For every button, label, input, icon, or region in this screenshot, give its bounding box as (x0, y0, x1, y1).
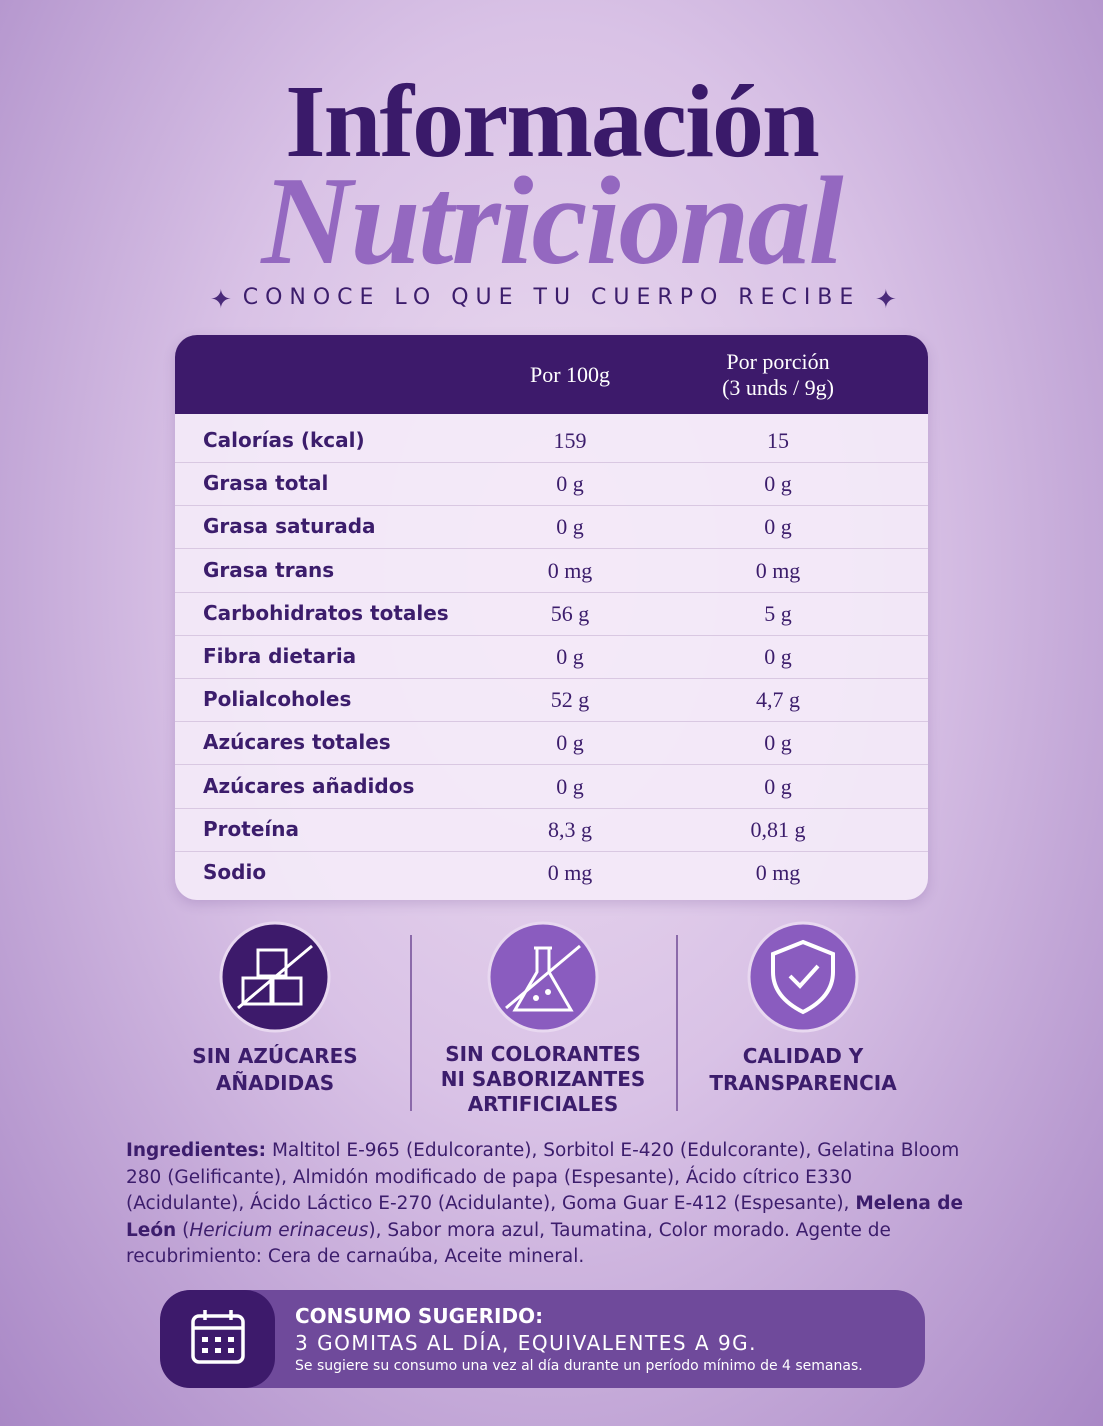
value-per-100g: 56 g (550, 600, 590, 626)
value-per-serving: 5 g (764, 600, 792, 626)
sparkle: ✦ (210, 285, 232, 315)
feature-line: NI SABORIZANTES (440, 1067, 646, 1091)
feature-line: CALIDAD Y (742, 1044, 864, 1068)
title-line1: Información (285, 64, 820, 179)
ingredients-label: Ingredientes: (126, 1140, 267, 1161)
nutrient-label: Grasa trans (203, 557, 335, 582)
nutrient-label: Azúcares totales (203, 730, 391, 755)
value-per-serving: 0 mg (755, 557, 801, 583)
table-row: Fibra dietaria 0 g 0 g (175, 635, 928, 679)
divider (676, 935, 678, 1111)
value-per-100g: 0 g (556, 514, 584, 540)
ingredients: Ingredientes: Maltitol E-965 (Edulcorant… (126, 1138, 976, 1271)
table-row: Sodio 0 mg 0 mg (175, 851, 928, 894)
feature-label: SIN AZÚCARES AÑADIDAS (145, 1043, 405, 1097)
feature-line: SIN AZÚCARES (192, 1044, 358, 1068)
value-per-serving: 0 g (764, 730, 792, 756)
feature-label: SIN COLORANTES NI SABORIZANTES ARTIFICIALE… (413, 1042, 673, 1117)
nutrition-table: Por 100g Por porción (3 unds / 9g) Caloría… (175, 335, 928, 900)
ingredients-text: ), Sabor mora azul, Taumatina, Color mor… (126, 1219, 891, 1268)
feature-line: SIN COLORANTES (445, 1042, 641, 1066)
value-per-100g: 0 g (556, 644, 584, 669)
column-header: Por 100g (460, 335, 680, 414)
nutrient-label: Grasa saturada (203, 514, 376, 539)
nutrient-label: Proteína (203, 816, 299, 841)
value-per-serving: 0 g (764, 514, 792, 540)
table-row: Azúcares añadidos 0 g 0 g (175, 765, 928, 809)
icon-quality (747, 921, 859, 1033)
value-per-serving: 0 mg (755, 860, 801, 885)
table-row: Grasa saturada 0 g 0 g (175, 505, 928, 550)
column-header: Por porción (3 unds / 9g) (668, 335, 888, 414)
table-row: Polialcoholes 52 g 4,7 g (175, 678, 928, 723)
table-row: Proteína 8,3 g 0,81 g (175, 808, 928, 852)
nutrient-label: Fibra dietaria (203, 644, 357, 668)
usage-title: CONSUMO SUGERIDO: (295, 1304, 544, 1328)
ingredients-text: Maltitol E-965 (Edulcorante), Sorbitol E… (126, 1140, 960, 1214)
value-per-100g: 0 g (556, 730, 584, 756)
calendar-icon (191, 1310, 245, 1364)
subtitle: CONOCE LO QUE TU CUERPO RECIBE (242, 285, 861, 310)
column-header-line: (3 unds / 9g) (722, 374, 834, 400)
value-per-100g: 52 g (550, 687, 590, 713)
usage-dose: 3 GOMITAS AL DÍA, EQUIVALENTES A 9G. (295, 1331, 758, 1355)
value-per-serving: 0,81 g (750, 816, 806, 842)
table-row: Carbohidratos totales 56 g 5 g (175, 592, 928, 636)
table-row: Azúcares totales 0 g 0 g (175, 721, 928, 766)
ingredients-text: ( (182, 1219, 190, 1241)
table-row: Calorías (kcal) 159 15 (175, 419, 928, 463)
value-per-serving: 0 g (764, 644, 792, 669)
value-per-100g: 0 mg (547, 557, 593, 583)
nutrient-label: Sodio (203, 860, 267, 884)
feature-line: TRANSPARENCIA (709, 1071, 897, 1095)
nutrient-label: Grasa total (203, 471, 329, 496)
value-per-100g: 0 g (556, 773, 584, 799)
table-row: Grasa total 0 g 0 g (175, 462, 928, 507)
feature-line: ARTIFICIALES (467, 1092, 619, 1116)
nutrient-label: Polialcoholes (203, 687, 352, 712)
column-header-line: Por porción (726, 348, 830, 374)
value-per-100g: 159 (553, 428, 587, 453)
icon-no-colorants (487, 921, 599, 1033)
title-line2: Nutricional (261, 152, 843, 291)
feature-label: CALIDAD Y TRANSPARENCIA (673, 1043, 933, 1097)
nutrient-label: Carbohidratos totales (203, 600, 449, 625)
divider (410, 935, 412, 1111)
table-row: Grasa trans 0 mg 0 mg (175, 549, 928, 593)
value-per-100g: 0 mg (547, 860, 593, 885)
value-per-serving: 0 g (764, 773, 792, 799)
usage-box: CONSUMO SUGERIDO: 3 GOMITAS AL DÍA, EQUI… (160, 1290, 925, 1388)
nutrient-label: Calorías (kcal) (203, 428, 365, 452)
usage-icon-block (160, 1290, 275, 1388)
value-per-serving: 4,7 g (756, 687, 800, 713)
value-per-serving: 15 (767, 428, 789, 453)
value-per-serving: 0 g (764, 471, 792, 497)
table-header: Por 100g Por porción (3 unds / 9g) (175, 335, 928, 414)
value-per-100g: 0 g (556, 471, 584, 497)
ingredient-latin: Hericium erinaceus (189, 1219, 369, 1241)
feature-line: AÑADIDAS (215, 1071, 335, 1095)
sparkle: ✦ (875, 285, 897, 315)
nutrient-label: Azúcares añadidos (203, 773, 415, 798)
icon-no-sugar (219, 921, 331, 1033)
column-header-line: Por 100g (529, 361, 611, 387)
ingredient-highlight: Melena de León (126, 1193, 964, 1241)
value-per-100g: 8,3 g (548, 816, 592, 842)
usage-note: Se sugiere su consumo una vez al día dur… (295, 1358, 863, 1374)
